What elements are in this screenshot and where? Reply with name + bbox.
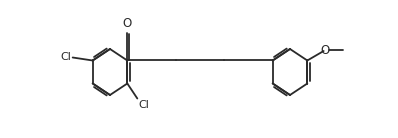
Text: Cl: Cl <box>139 99 149 109</box>
Text: Cl: Cl <box>61 52 72 63</box>
Text: O: O <box>123 18 132 30</box>
Text: O: O <box>320 44 329 57</box>
